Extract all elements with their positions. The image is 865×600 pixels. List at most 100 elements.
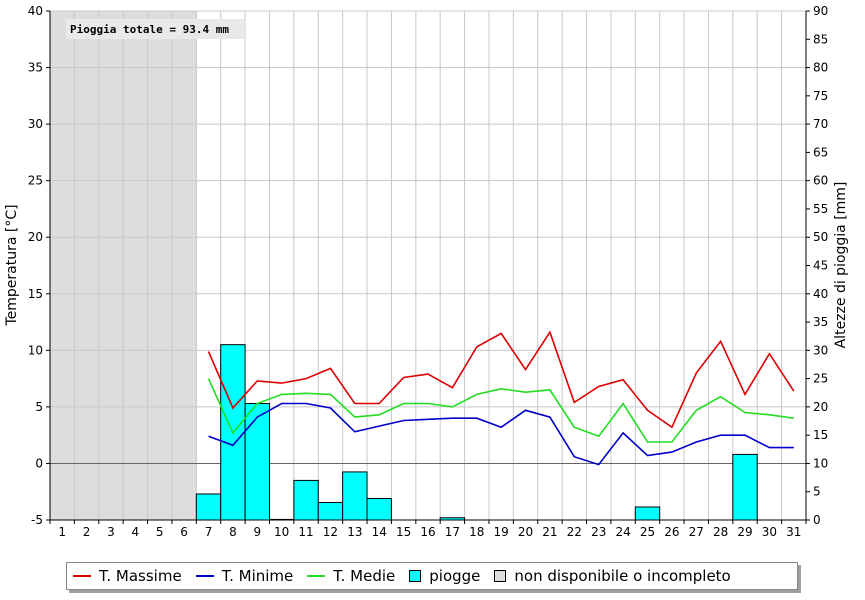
rain-bar-day-14 — [366, 498, 392, 521]
legend-label-max: T. Massime — [99, 567, 182, 585]
y-right-tick-label: 30 — [813, 343, 828, 357]
x-tick-label: 27 — [689, 525, 704, 539]
unavailable-day-1 — [50, 11, 75, 520]
x-tick-label: 29 — [737, 525, 752, 539]
legend-label-unavailable: non disponibile o incompleto — [514, 567, 731, 585]
temperature-lines-layer — [207, 330, 795, 466]
x-tick-label: 19 — [494, 525, 509, 539]
x-tick-label: 2 — [83, 525, 91, 539]
legend-item-min: T. Minime — [195, 567, 294, 585]
rain-bar-day-12 — [317, 501, 344, 521]
y-right-tick-label: 80 — [813, 61, 828, 75]
y-right-tick-label: 25 — [813, 372, 828, 386]
legend-swatch-unavailable — [494, 570, 507, 582]
x-tick-label: 3 — [107, 525, 115, 539]
y-right-tick-label: 55 — [813, 202, 828, 216]
y-left-tick-label: 35 — [28, 61, 43, 75]
axes-layer: -505101520253035400510152025303540455055… — [28, 4, 829, 539]
legend-item-mean: T. Medie — [307, 567, 395, 585]
legend-item-rain: piogge — [409, 567, 480, 585]
x-tick-label: 28 — [713, 525, 728, 539]
x-tick-label: 23 — [591, 525, 606, 539]
unavailable-day-6 — [171, 11, 197, 520]
y-right-tick-label: 45 — [813, 259, 828, 273]
y-axis-right-title: Altezze di pioggia [mm] — [833, 182, 849, 349]
x-tick-label: 16 — [420, 525, 435, 539]
unavailable-day-2 — [74, 11, 100, 520]
y-right-tick-label: 75 — [813, 89, 828, 103]
x-tick-label: 7 — [205, 525, 213, 539]
y-right-tick-label: 90 — [813, 4, 828, 18]
y-right-tick-label: 15 — [813, 428, 828, 442]
x-tick-label: 13 — [347, 525, 362, 539]
rain-bar-day-9 — [244, 402, 270, 521]
grid-layer — [50, 10, 806, 521]
legend-swatch-min — [195, 575, 214, 577]
legend: T. Massime T. Minime T. Medie piogge non… — [66, 562, 798, 590]
y-right-tick-label: 10 — [813, 456, 828, 470]
y-right-tick-label: 35 — [813, 315, 828, 329]
y-left-tick-label: 25 — [28, 174, 43, 188]
unavailable-day-4 — [123, 11, 149, 520]
y-left-tick-label: 30 — [28, 117, 43, 131]
rain-bar-day-25 — [634, 506, 661, 521]
y-right-tick-label: 50 — [813, 230, 828, 244]
rain-bar-day-29 — [732, 453, 758, 521]
y-right-tick-label: 0 — [813, 513, 821, 527]
series-line-max — [207, 330, 795, 429]
x-tick-label: 4 — [132, 525, 140, 539]
x-tick-label: 14 — [372, 525, 387, 539]
x-tick-label: 5 — [156, 525, 164, 539]
y-left-tick-label: 5 — [35, 400, 43, 414]
legend-label-mean: T. Medie — [333, 567, 396, 585]
y-right-tick-label: 85 — [813, 32, 828, 46]
y-left-tick-label: 15 — [28, 287, 43, 301]
y-right-tick-label: 20 — [813, 400, 828, 414]
y-right-tick-label: 5 — [813, 485, 821, 499]
y-left-tick-label: 0 — [35, 456, 43, 470]
x-tick-label: 21 — [542, 525, 557, 539]
x-tick-label: 10 — [274, 525, 289, 539]
x-tick-label: 30 — [762, 525, 777, 539]
rain-bar-day-13 — [342, 471, 368, 521]
y-right-tick-label: 40 — [813, 287, 828, 301]
x-tick-label: 8 — [229, 525, 237, 539]
unavailable-day-5 — [147, 11, 173, 520]
legend-label-min: T. Minime — [221, 567, 294, 585]
legend-item-unavailable: non disponibile o incompleto — [494, 567, 731, 585]
unavailable-day-3 — [98, 11, 124, 520]
legend-swatch-max — [73, 575, 91, 577]
legend-swatch-rain — [409, 570, 422, 582]
x-tick-label: 17 — [445, 525, 460, 539]
y-left-tick-label: -5 — [31, 513, 43, 527]
y-left-tick-label: 20 — [28, 230, 43, 244]
legend-item-max: T. Massime — [73, 567, 182, 585]
x-tick-label: 20 — [518, 525, 533, 539]
x-tick-label: 25 — [640, 525, 655, 539]
x-tick-label: 6 — [180, 525, 188, 539]
y-left-tick-label: 40 — [28, 4, 43, 18]
x-tick-label: 26 — [664, 525, 679, 539]
x-tick-label: 24 — [615, 525, 630, 539]
x-tick-label: 31 — [786, 525, 801, 539]
x-tick-label: 11 — [298, 525, 313, 539]
series-line-min — [208, 402, 794, 466]
rain-bars-layer — [195, 344, 758, 521]
y-right-tick-label: 70 — [813, 117, 828, 131]
series-line-mean — [207, 378, 794, 443]
x-tick-label: 18 — [469, 525, 484, 539]
x-tick-label: 9 — [253, 525, 261, 539]
rain-total-annotation: Pioggia totale = 93.4 mm — [70, 23, 229, 36]
y-right-tick-label: 60 — [813, 174, 828, 188]
x-tick-label: 12 — [323, 525, 338, 539]
y-axis-left-title: Temperatura [°C] — [4, 204, 20, 326]
x-tick-label: 15 — [396, 525, 411, 539]
y-left-tick-label: 10 — [28, 343, 43, 357]
legend-label-rain: piogge — [429, 567, 481, 585]
legend-swatch-mean — [307, 575, 326, 577]
x-tick-label: 22 — [567, 525, 582, 539]
rain-total-annotation-bg — [66, 19, 244, 39]
rain-bar-day-7 — [195, 493, 222, 521]
y-right-tick-label: 65 — [813, 145, 828, 159]
